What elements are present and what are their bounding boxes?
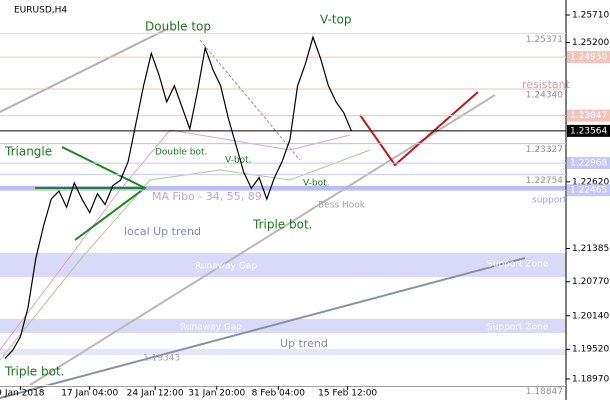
x-tick-label: 9 Jan 2018	[0, 389, 45, 399]
annotation: Triple bot.	[252, 218, 312, 232]
y-tick-label: 1.19520	[572, 345, 609, 355]
level-label: 1.23327	[526, 145, 563, 155]
price-label: 1.22465	[570, 186, 607, 196]
annotation: V-bot.	[225, 156, 252, 166]
annotation: Triple bot.	[4, 365, 64, 379]
helper-line	[199, 39, 301, 161]
annotation: Runaway Gap	[180, 323, 242, 333]
level-label: 1.22754	[526, 176, 563, 186]
price-label: 1.24930	[570, 53, 607, 63]
up-trend-line	[0, 257, 526, 399]
annotation: Support Zone	[487, 323, 549, 333]
x-tick-label: 31 Jan 20:00	[188, 389, 245, 399]
projection	[359, 91, 479, 167]
annotation: V-bot.	[303, 179, 330, 189]
annotation: Double bot.	[155, 148, 207, 158]
annotation: Support Zone	[487, 260, 549, 270]
price-box	[567, 109, 610, 122]
annotation: local Up trend	[124, 225, 201, 238]
y-tick-label: 1.20140	[572, 311, 609, 321]
price-box	[567, 157, 610, 170]
level-label: 1.24340	[526, 90, 563, 100]
y-tick-label: 1.18970	[572, 374, 609, 384]
x-tick-label: 24 Jan 12:00	[127, 389, 184, 399]
price-label: 1.23847	[570, 111, 607, 121]
chart-title: EURUSD,H4	[14, 6, 67, 16]
channel-line	[0, 29, 166, 113]
x-tick-label: 8 Feb 04:00	[252, 389, 306, 399]
price-label: 1.22968	[570, 159, 607, 169]
level-label: 1.18847	[526, 387, 563, 397]
y-tick-label: 1.25710	[572, 11, 609, 21]
level-label: 1.25371	[526, 35, 563, 45]
support-zone	[0, 253, 566, 277]
annotation: MA Fibo - 34, 55, 89	[152, 190, 262, 203]
price-box	[567, 51, 610, 64]
price-line	[4, 35, 353, 359]
annotation: V-top	[320, 13, 352, 27]
y-tick-label: 1.22620	[572, 177, 609, 187]
annotation: resistant	[522, 78, 571, 91]
annotation: support	[532, 196, 567, 206]
support-band	[0, 186, 566, 190]
ma-line	[0, 129, 351, 351]
annotation: Runaway Gap	[195, 262, 257, 272]
x-tick-label: 17 Jan 04:00	[61, 389, 118, 399]
annotation: Bess Hook	[318, 201, 366, 211]
price-box	[567, 184, 610, 197]
annotation: Double top	[145, 20, 211, 34]
band	[0, 349, 566, 355]
price-label: 1.23564	[570, 126, 607, 136]
annotation: 1.19343	[143, 354, 180, 364]
y-tick-label: 1.25200	[572, 38, 609, 48]
annotation: Up trend	[280, 337, 328, 350]
y-tick-label: 1.20770	[572, 277, 609, 287]
y-tick-label: 1.21385	[572, 244, 609, 254]
annotation: Triangle	[4, 145, 52, 159]
support-zone	[0, 319, 566, 333]
price-box	[567, 124, 610, 137]
x-tick-label: 15 Feb 12:00	[318, 389, 377, 399]
